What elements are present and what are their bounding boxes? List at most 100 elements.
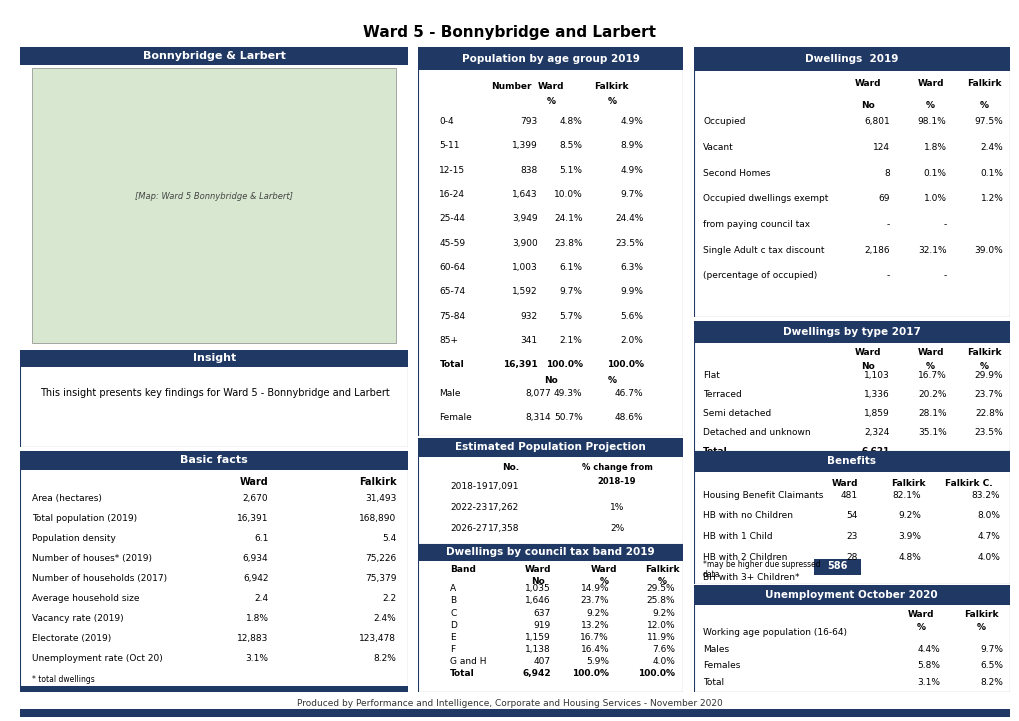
Text: %: % [925,101,934,110]
Text: 1,035: 1,035 [525,584,550,593]
Text: 2018-19: 2018-19 [597,477,636,486]
Text: 23: 23 [846,532,857,541]
Text: B: B [449,596,455,606]
Text: 5.4: 5.4 [382,534,396,543]
Text: 4.0%: 4.0% [976,553,1000,562]
Text: 16.7%: 16.7% [580,633,608,642]
Text: Falkirk: Falkirk [966,348,1001,357]
Text: 3,949: 3,949 [512,214,537,224]
Text: Total: Total [449,669,474,678]
Text: 82.1%: 82.1% [892,490,920,500]
Text: 4.9%: 4.9% [621,166,643,174]
Text: 23.7%: 23.7% [580,596,608,606]
Text: G and H: G and H [449,657,486,666]
Text: 39.0%: 39.0% [974,246,1003,255]
Text: 2029-30: 2029-30 [449,545,487,554]
Text: 932: 932 [520,311,537,321]
Text: Bonnybridge & Larbert: Bonnybridge & Larbert [143,51,285,61]
Text: 9.7%: 9.7% [620,190,643,199]
Text: 23.7%: 23.7% [974,390,1003,399]
Text: Females: Females [702,661,740,671]
Text: 2,670: 2,670 [243,494,268,503]
Text: %: % [916,623,925,632]
Text: Total: Total [439,360,464,369]
Text: 407: 407 [533,657,550,666]
Text: C: C [449,609,455,617]
Text: 4.7%: 4.7% [976,532,1000,541]
Text: %: % [925,363,934,371]
Text: [Map: Ward 5 Bonnybridge & Larbert]: [Map: Ward 5 Bonnybridge & Larbert] [136,192,292,201]
Text: 2026-27: 2026-27 [449,524,487,533]
Text: -: - [886,220,889,229]
Text: 919: 919 [533,621,550,629]
Text: 17,396: 17,396 [487,545,519,554]
Text: HB with 2 Children: HB with 2 Children [702,553,787,562]
Text: 5.8%: 5.8% [916,661,940,671]
Text: 100.0%: 100.0% [572,669,608,678]
Text: 23.5%: 23.5% [974,428,1003,437]
Text: F: F [449,645,454,654]
Text: Falkirk: Falkirk [966,79,1001,88]
Text: Occupied dwellings exempt: Occupied dwellings exempt [702,194,827,203]
Text: 69: 69 [877,194,889,203]
FancyBboxPatch shape [20,686,408,692]
Text: Terraced: Terraced [702,390,741,399]
Text: 2.0%: 2.0% [621,336,643,345]
Text: -: - [886,271,889,280]
Text: 4.0%: 4.0% [652,657,675,666]
Text: Unemployment rate (Oct 20): Unemployment rate (Oct 20) [32,655,163,663]
Text: 17,262: 17,262 [487,503,519,513]
Text: 24.4%: 24.4% [614,214,643,224]
Text: %: % [979,363,988,371]
Text: 49.3%: 49.3% [553,389,582,397]
Text: 9.2%: 9.2% [898,511,920,521]
Text: Dwellings by council tax band 2019: Dwellings by council tax band 2019 [446,547,654,557]
Text: 1.8%: 1.8% [246,614,268,624]
FancyBboxPatch shape [418,544,683,561]
Text: 13.2%: 13.2% [580,621,608,629]
Text: 98.1%: 98.1% [917,117,946,126]
FancyBboxPatch shape [693,585,1009,605]
Text: 481: 481 [840,490,857,500]
Text: HB with no Children: HB with no Children [702,511,793,521]
Text: 4.4%: 4.4% [916,645,940,654]
Text: No: No [543,376,557,385]
Text: 5.9%: 5.9% [586,657,608,666]
Text: 12.0%: 12.0% [646,621,675,629]
Text: 2018-19: 2018-19 [449,482,487,492]
Text: 8.0%: 8.0% [976,511,1000,521]
Text: 6.5%: 6.5% [979,661,1003,671]
Text: Electorate (2019): Electorate (2019) [32,634,111,643]
Text: from paying council tax: from paying council tax [702,220,809,229]
Text: 1%: 1% [609,503,624,513]
Text: Dwellings  2019: Dwellings 2019 [804,54,898,64]
Text: 3.1%: 3.1% [246,655,268,663]
Text: A: A [449,584,455,593]
FancyBboxPatch shape [20,709,1009,717]
Text: 168,890: 168,890 [359,514,396,523]
Text: 838: 838 [520,166,537,174]
Text: Basic facts: Basic facts [180,455,248,465]
Text: 1,103: 1,103 [863,371,889,381]
Text: No: No [860,363,873,371]
Text: (percentage of occupied): (percentage of occupied) [702,271,816,280]
Text: 341: 341 [520,336,537,345]
Text: %: % [606,97,615,107]
Text: Ward: Ward [854,348,879,357]
Text: 75-84: 75-84 [439,311,465,321]
FancyBboxPatch shape [20,47,408,65]
Text: 24.1%: 24.1% [553,214,582,224]
Text: 2%: 2% [609,524,624,533]
Text: 6,942: 6,942 [522,669,550,678]
Text: % change from: % change from [581,464,652,472]
Text: 32.1%: 32.1% [917,246,946,255]
Text: Dwellings by type 2017: Dwellings by type 2017 [782,327,920,337]
Text: 14.9%: 14.9% [580,584,608,593]
Text: 35.1%: 35.1% [917,428,946,437]
Text: %: % [979,101,988,110]
Text: 45-59: 45-59 [439,239,465,247]
FancyBboxPatch shape [418,438,683,457]
Text: 54: 54 [846,511,857,521]
FancyBboxPatch shape [693,321,1009,343]
Text: 4.8%: 4.8% [559,117,582,126]
